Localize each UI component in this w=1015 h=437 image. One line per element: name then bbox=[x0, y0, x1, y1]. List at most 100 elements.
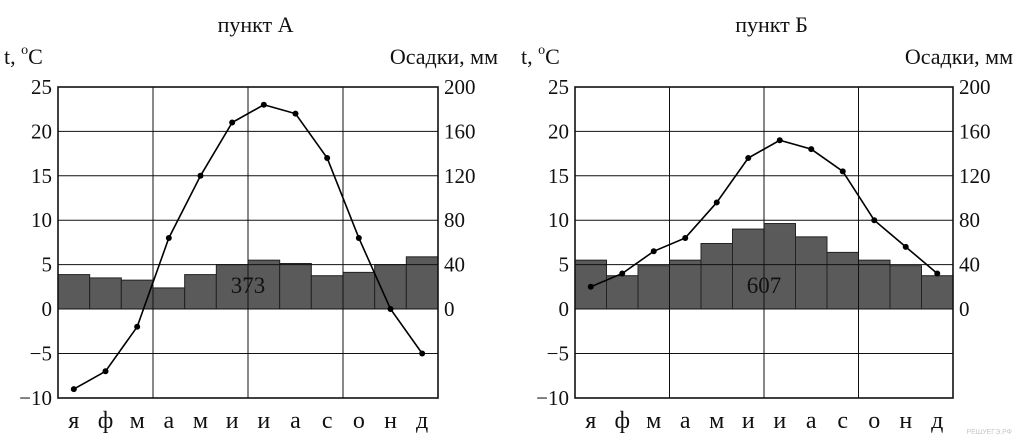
temperature-point-9 bbox=[839, 168, 846, 175]
temperature-point-6 bbox=[745, 155, 752, 162]
temperature-line bbox=[590, 139, 938, 288]
month-label: м bbox=[130, 408, 145, 434]
precip-bar-а-8 bbox=[279, 262, 312, 310]
temperature-point-8 bbox=[292, 110, 299, 117]
temperature-point-11 bbox=[902, 243, 909, 250]
left-tick-label: 10 bbox=[548, 208, 569, 232]
month-label: с bbox=[837, 408, 848, 434]
left-tick-label: −10 bbox=[19, 386, 52, 410]
month-label: с bbox=[322, 408, 333, 434]
precip-bar-с-9 bbox=[310, 275, 344, 310]
precip-bar-ф-2 bbox=[89, 277, 122, 310]
right-tick-label: 160 bbox=[444, 119, 476, 143]
right-tick-label: 40 bbox=[959, 253, 980, 277]
precip-bar-м-3 bbox=[120, 279, 154, 310]
precip-bar-и-6 bbox=[215, 264, 249, 310]
temperature-point-1 bbox=[587, 283, 594, 290]
right-tick-label: 200 bbox=[444, 75, 476, 99]
chart-title: пункт Б bbox=[735, 12, 808, 37]
month-label: я bbox=[585, 408, 596, 434]
temperature-point-4 bbox=[682, 234, 689, 241]
month-label: ф bbox=[614, 408, 630, 434]
month-label: м bbox=[709, 408, 724, 434]
plot-frame bbox=[574, 86, 954, 399]
right-tick-label: 0 bbox=[444, 297, 455, 321]
temperature-point-4 bbox=[165, 234, 172, 241]
precip-bar-а-4 bbox=[152, 287, 186, 310]
left-axis-label: t, oC bbox=[521, 43, 560, 69]
annual-precip-total: 373 bbox=[231, 273, 266, 298]
month-label: а bbox=[290, 408, 301, 434]
precip-bar-а-8 bbox=[795, 236, 828, 310]
temperature-point-1 bbox=[70, 386, 77, 393]
left-tick-label: 10 bbox=[31, 208, 52, 232]
left-tick-label: 25 bbox=[548, 75, 569, 99]
chart-title: пункт А bbox=[218, 12, 294, 37]
temperature-point-5 bbox=[197, 172, 204, 179]
left-tick-label: 20 bbox=[548, 119, 569, 143]
right-tick-label: 120 bbox=[444, 164, 476, 188]
month-label: м bbox=[193, 408, 208, 434]
month-label: и bbox=[773, 408, 786, 434]
precip-bar-о-10 bbox=[858, 259, 891, 310]
temperature-point-6 bbox=[229, 119, 236, 126]
left-tick-label: 0 bbox=[42, 297, 53, 321]
month-label: и bbox=[226, 408, 239, 434]
left-tick-label: 15 bbox=[548, 164, 569, 188]
temperature-point-10 bbox=[355, 234, 362, 241]
temperature-point-11 bbox=[387, 306, 394, 312]
temperature-point-2 bbox=[619, 270, 626, 277]
month-label: м bbox=[646, 408, 661, 434]
temperature-point-5 bbox=[713, 199, 720, 206]
left-tick-label: 15 bbox=[31, 164, 52, 188]
month-label: и bbox=[257, 408, 270, 434]
temperature-point-12 bbox=[419, 350, 426, 357]
temperature-point-9 bbox=[324, 155, 331, 162]
month-label: я bbox=[68, 408, 79, 434]
chart-2 bbox=[574, 86, 954, 399]
precip-bar-м-3 bbox=[637, 265, 670, 310]
right-tick-label: 80 bbox=[444, 208, 465, 232]
left-tick-label: 20 bbox=[31, 119, 52, 143]
precip-bar-с-9 bbox=[826, 251, 859, 310]
temperature-point-3 bbox=[134, 323, 141, 330]
month-label: о bbox=[868, 408, 880, 434]
temperature-point-3 bbox=[650, 248, 657, 255]
month-label: н bbox=[384, 408, 397, 434]
left-tick-label: −5 bbox=[30, 342, 52, 366]
left-tick-label: 0 bbox=[559, 297, 570, 321]
right-tick-label: 0 bbox=[959, 297, 970, 321]
month-label: ф bbox=[98, 408, 114, 434]
left-tick-label: −10 bbox=[536, 386, 569, 410]
right-axis-label: Осадки, мм bbox=[905, 44, 1013, 69]
left-tick-label: 25 bbox=[31, 75, 52, 99]
month-label: д bbox=[416, 408, 428, 434]
left-tick-label: 5 bbox=[559, 253, 570, 277]
temperature-point-8 bbox=[808, 146, 815, 153]
left-axis-label: t, oC bbox=[4, 43, 43, 69]
precip-bar-о-10 bbox=[342, 271, 376, 310]
month-label: а bbox=[680, 408, 691, 434]
precip-bar-м-5 bbox=[184, 274, 217, 310]
right-tick-label: 160 bbox=[959, 119, 991, 143]
left-tick-label: −5 bbox=[547, 342, 569, 366]
precip-bar-и-6 bbox=[732, 228, 765, 310]
temperature-point-10 bbox=[871, 217, 878, 224]
right-tick-label: 80 bbox=[959, 208, 980, 232]
precip-bar-ф-2 bbox=[606, 275, 639, 310]
month-label: о bbox=[353, 408, 365, 434]
left-tick-label: 5 bbox=[42, 253, 53, 277]
chart-1 bbox=[57, 86, 439, 399]
precip-bar-м-5 bbox=[700, 243, 733, 310]
right-axis-label: Осадки, мм bbox=[390, 44, 498, 69]
temperature-point-12 bbox=[934, 270, 941, 277]
temperature-point-7 bbox=[260, 101, 267, 108]
month-label: и bbox=[742, 408, 755, 434]
temperature-point-7 bbox=[776, 137, 783, 144]
month-label: а bbox=[164, 408, 175, 434]
plot-frame bbox=[57, 86, 439, 399]
month-label: а bbox=[806, 408, 817, 434]
right-tick-label: 40 bbox=[444, 253, 465, 277]
precip-bar-и-7 bbox=[763, 223, 796, 310]
